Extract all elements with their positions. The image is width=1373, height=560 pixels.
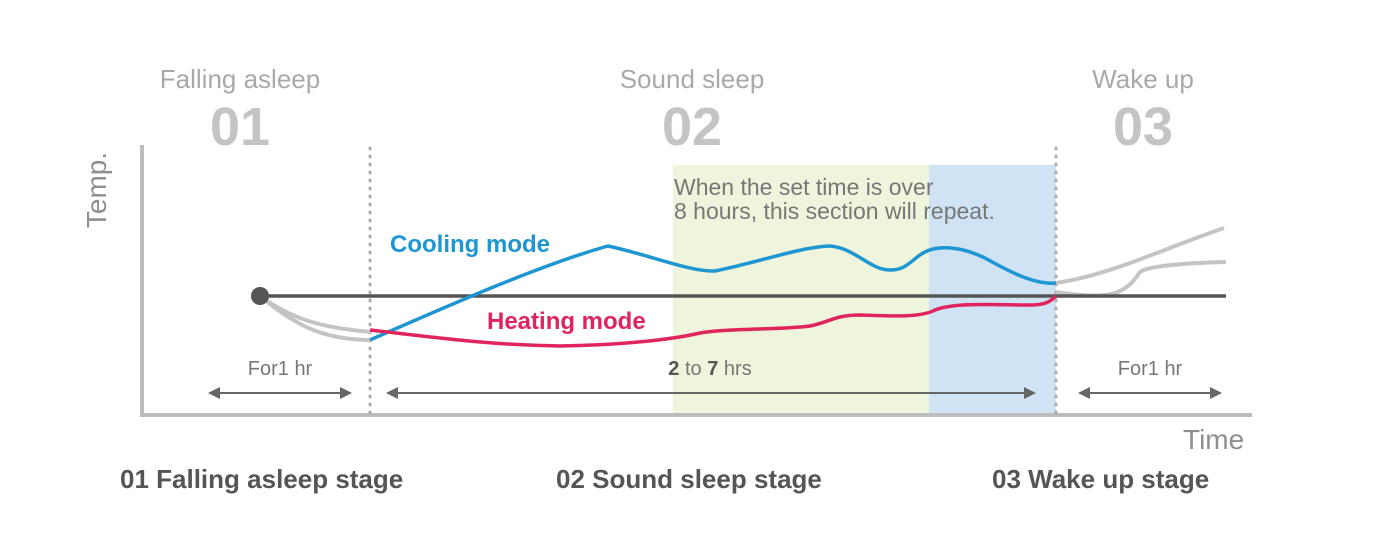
cooling-mode-label: Cooling mode <box>390 231 550 258</box>
heating-mode-label: Heating mode <box>487 308 646 335</box>
falling-asleep-curve-outer <box>258 294 373 342</box>
duration-first-label: For1 hr <box>208 358 352 381</box>
duration-second-from: 2 <box>668 358 680 380</box>
duration-second-label: 2 to 7 hrs <box>560 358 860 381</box>
setpoint-start-dot <box>251 287 269 305</box>
x-axis-label: Time <box>1183 424 1245 455</box>
stage-1-number: 01 <box>209 97 271 157</box>
repeat-zone-blue <box>929 165 1056 415</box>
bottom-label-stage-3: 03 Wake up stage <box>992 464 1210 494</box>
stage-3-number: 03 <box>1112 97 1174 157</box>
duration-third-unit: hr <box>1164 358 1183 380</box>
duration-arrow-second <box>386 387 1036 399</box>
duration-arrow-third <box>1078 387 1222 399</box>
stage-2-title: Sound sleep <box>619 64 765 94</box>
duration-third-label: For1 hr <box>1078 358 1222 381</box>
wake-up-curve-upper <box>1055 226 1225 285</box>
heating-mode-curve <box>369 294 1058 348</box>
stage-2-number: 02 <box>661 97 723 157</box>
bottom-label-stage-2: 02 Sound sleep stage <box>556 464 822 494</box>
duration-second-unit: hrs <box>723 358 752 380</box>
duration-second-to-word: to <box>684 358 702 380</box>
duration-first-value: 1 <box>277 358 289 380</box>
falling-asleep-curve-inner <box>258 294 373 334</box>
repeat-note: When the set time is over 8 hours, this … <box>674 175 995 223</box>
stage-1-title: Falling asleep <box>159 64 321 94</box>
repeat-note-line1: When the set time is over <box>674 174 934 200</box>
y-axis-label: Temp. <box>81 151 112 229</box>
cooling-mode-curve <box>369 244 1057 342</box>
duration-first-unit: hr <box>294 358 313 380</box>
bottom-label-stage-1: 01 Falling asleep stage <box>120 464 404 494</box>
duration-second-to: 7 <box>707 358 719 380</box>
repeat-zone-green <box>673 165 929 415</box>
duration-third-value: 1 <box>1147 358 1159 380</box>
duration-third-prefix: For <box>1117 358 1148 380</box>
duration-arrow-first <box>208 387 352 399</box>
duration-first-prefix: For <box>247 358 278 380</box>
repeat-note-line2: 8 hours, this section will repeat. <box>674 198 995 224</box>
stage-3-title: Wake up <box>1092 64 1194 94</box>
